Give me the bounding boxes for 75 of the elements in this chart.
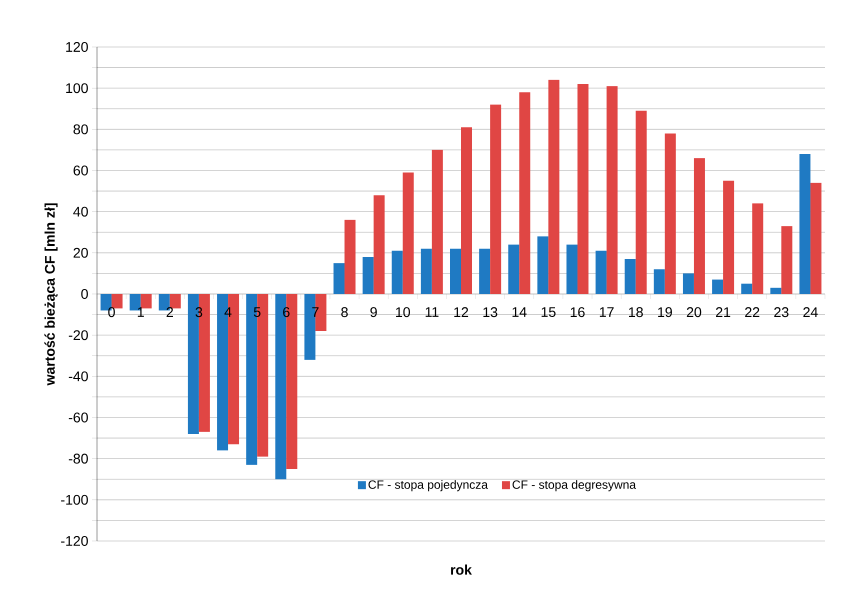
x-tick-label: 23 bbox=[774, 307, 788, 318]
bar bbox=[479, 248, 490, 294]
x-tick-label: 16 bbox=[570, 307, 585, 318]
y-tick-label: -80 bbox=[68, 454, 88, 464]
x-tick-label: 13 bbox=[483, 307, 498, 318]
x-tick-label: 20 bbox=[686, 307, 702, 318]
bar bbox=[490, 104, 502, 294]
x-axis-title: rok bbox=[451, 564, 472, 575]
x-tick-label: 15 bbox=[542, 307, 556, 317]
y-tick-label: 0 bbox=[81, 289, 88, 299]
x-tick-label: 12 bbox=[454, 307, 468, 317]
bar bbox=[362, 256, 374, 294]
x-tick-label: 1 bbox=[138, 307, 144, 317]
bar bbox=[577, 84, 588, 294]
bar bbox=[694, 158, 705, 294]
bar bbox=[450, 248, 461, 294]
x-tick-label: 0 bbox=[108, 307, 115, 318]
y-tick-label: 100 bbox=[66, 83, 88, 94]
bar bbox=[112, 294, 123, 308]
y-tick-label: 20 bbox=[74, 248, 88, 258]
bar bbox=[432, 150, 443, 294]
legend-label: CF - stopa degresywna bbox=[512, 480, 636, 492]
x-tick-label: 19 bbox=[658, 307, 672, 318]
bar bbox=[374, 195, 385, 294]
x-tick-label: 2 bbox=[166, 307, 173, 317]
bar bbox=[461, 127, 472, 294]
x-tick-label: 14 bbox=[512, 307, 527, 317]
x-tick-label: 22 bbox=[745, 307, 760, 317]
x-tick-label: 11 bbox=[426, 307, 438, 317]
bar bbox=[664, 133, 676, 294]
x-tick-label: 9 bbox=[370, 307, 377, 318]
x-tick-label: 8 bbox=[341, 307, 348, 318]
y-tick-label: -100 bbox=[61, 494, 88, 505]
bar bbox=[420, 248, 432, 294]
x-tick-label: 4 bbox=[224, 307, 232, 317]
bar bbox=[508, 244, 520, 294]
bar bbox=[606, 86, 618, 294]
bar bbox=[334, 263, 345, 294]
bar bbox=[566, 244, 578, 294]
bar bbox=[810, 182, 822, 294]
bar bbox=[781, 226, 792, 294]
y-tick-label: -120 bbox=[61, 536, 88, 546]
bar bbox=[537, 236, 548, 294]
bar bbox=[392, 250, 403, 294]
y-tick-label: -60 bbox=[68, 412, 88, 422]
bar bbox=[799, 154, 810, 294]
bar bbox=[770, 288, 782, 294]
bar bbox=[519, 92, 530, 294]
bar bbox=[344, 220, 356, 294]
x-tick-label: 24 bbox=[803, 307, 818, 317]
bar bbox=[723, 180, 734, 294]
bar bbox=[636, 110, 647, 294]
y-tick-label: 80 bbox=[74, 124, 88, 134]
y-tick-label: 120 bbox=[66, 42, 88, 52]
y-axis-title: wartość bieżąca CF [mln zł] bbox=[44, 203, 58, 386]
y-tick-label: -20 bbox=[68, 330, 88, 340]
bar bbox=[170, 294, 181, 308]
bar bbox=[402, 172, 414, 294]
bar bbox=[741, 284, 752, 294]
bar bbox=[682, 273, 694, 294]
bar bbox=[596, 250, 607, 294]
x-tick-label: 17 bbox=[600, 307, 614, 317]
x-tick-label: 21 bbox=[716, 307, 730, 317]
bar bbox=[548, 80, 560, 294]
bar bbox=[654, 269, 665, 294]
x-tick-label: 10 bbox=[396, 307, 410, 318]
bar bbox=[752, 203, 764, 294]
y-tick-label: 40 bbox=[73, 206, 88, 217]
y-tick-label: -40 bbox=[68, 371, 88, 382]
bar bbox=[712, 280, 724, 294]
legend-label: CF - stopa pojedyncza bbox=[368, 480, 488, 492]
bar bbox=[140, 294, 152, 308]
y-tick-label: 60 bbox=[74, 166, 88, 176]
bar bbox=[624, 258, 636, 294]
x-tick-label: 18 bbox=[629, 307, 643, 318]
